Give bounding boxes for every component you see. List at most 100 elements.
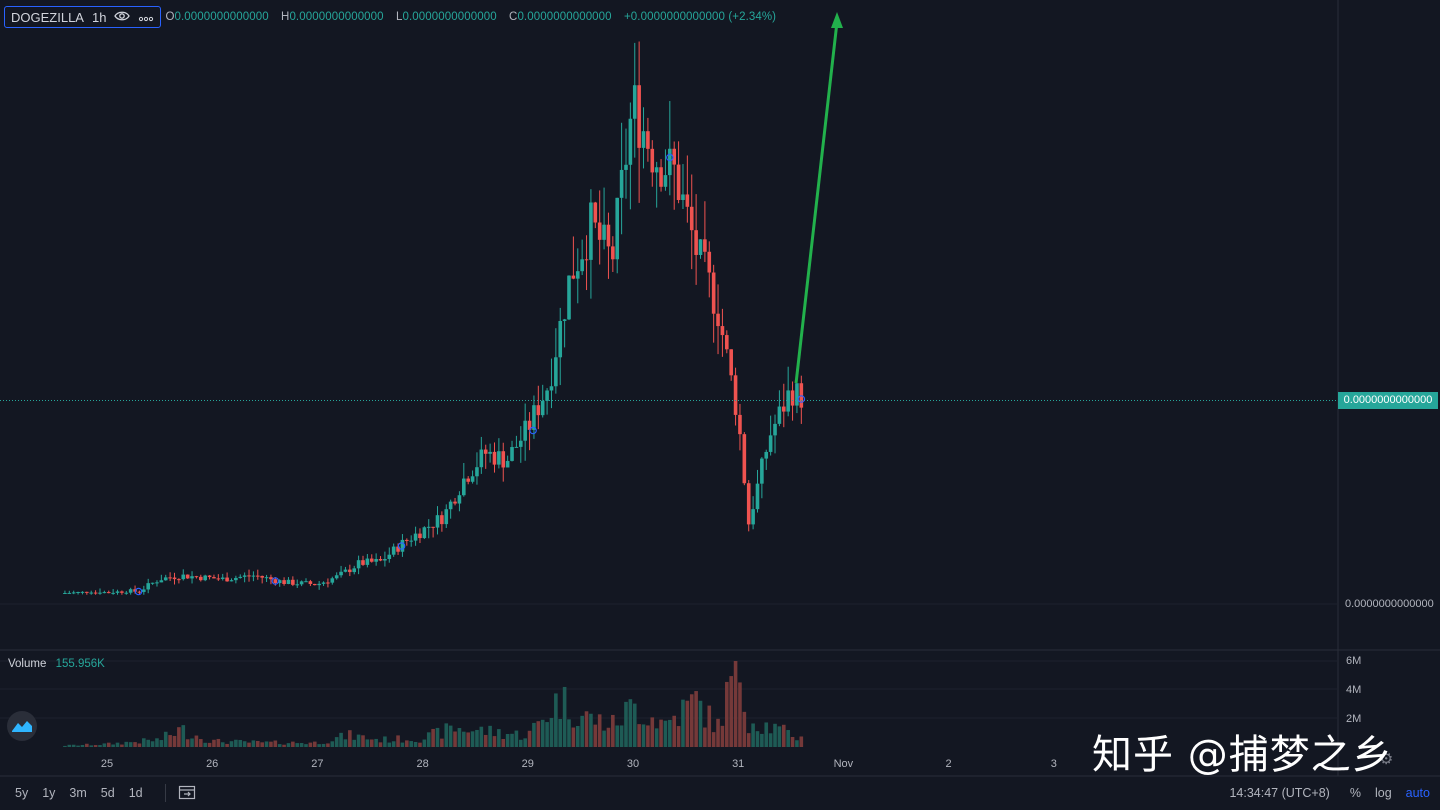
candle-body: [790, 390, 795, 406]
candle-body: [698, 239, 703, 255]
time-axis-label: 31: [732, 758, 744, 770]
volume-bar: [339, 732, 343, 747]
interval-label[interactable]: 1h: [91, 9, 107, 25]
volume-bar: [291, 741, 295, 747]
candle-body: [760, 458, 764, 484]
volume-bar: [597, 714, 602, 747]
chart-overlay: [0, 12, 1338, 596]
marker-circle: [529, 426, 537, 435]
volume-bar: [558, 718, 563, 747]
range-5y-button[interactable]: 5y: [15, 786, 29, 800]
range-1d-button[interactable]: 1d: [128, 786, 143, 800]
candle-body: [89, 592, 94, 594]
volume-bar: [163, 731, 168, 747]
candle-body: [571, 275, 576, 279]
more-dots-icon[interactable]: [138, 10, 154, 25]
candle-body: [795, 383, 799, 406]
volume-bar: [400, 742, 405, 747]
volume-bar: [269, 741, 273, 747]
candle-body: [681, 194, 685, 200]
tradingview-logo-icon[interactable]: [7, 711, 37, 741]
marker-circle: [134, 587, 143, 596]
candle-body: [387, 554, 392, 559]
last-price-tag: 0.0000000000000: [1338, 392, 1438, 409]
symbol-box[interactable]: DOGEZILLA 1h: [4, 6, 162, 28]
candle-body: [703, 239, 707, 252]
volume-bar: [199, 739, 203, 747]
volume-bar: [628, 699, 633, 747]
volume-bar: [225, 743, 229, 747]
goto-date-icon[interactable]: [178, 784, 196, 803]
volume-bar: [348, 730, 352, 747]
candle-body: [725, 335, 729, 350]
volume-bar: [716, 718, 720, 747]
candle-body: [707, 251, 712, 273]
candle-body: [501, 451, 506, 468]
volume-bar: [229, 741, 234, 747]
marker-circle: [797, 395, 806, 403]
volume-bar: [260, 742, 264, 747]
volume-bar: [685, 700, 690, 747]
candle-body: [615, 197, 620, 260]
range-1y-button[interactable]: 1y: [42, 786, 56, 800]
candle-body: [422, 527, 427, 539]
volume-bar: [277, 744, 282, 747]
auto-scale-button[interactable]: auto: [1405, 786, 1430, 800]
percent-scale-button[interactable]: %: [1349, 786, 1361, 800]
volume-bar: [777, 726, 782, 747]
volume-bar: [374, 738, 378, 747]
volume-bar: [799, 736, 804, 747]
volume-bar: [720, 725, 725, 747]
candle-body: [685, 194, 690, 207]
volume-bar: [308, 742, 313, 747]
volume-bar: [527, 730, 532, 747]
candle-body: [299, 581, 304, 585]
candle-body: [466, 478, 470, 482]
log-scale-button[interactable]: log: [1374, 786, 1392, 800]
volume-bar: [391, 741, 396, 747]
candle-body: [334, 575, 339, 579]
volume-bar: [80, 744, 85, 747]
candle-body: [229, 580, 234, 582]
candle-body: [308, 581, 313, 584]
symbol-name[interactable]: DOGEZILLA: [11, 9, 84, 25]
candle-body: [383, 558, 387, 561]
volume-bar: [321, 743, 326, 747]
volume-bar: [405, 740, 409, 747]
volume-bar: [501, 738, 506, 747]
candle-body: [689, 206, 694, 231]
candle-body: [514, 446, 519, 448]
candle-body: [418, 533, 422, 539]
settings-gear-icon[interactable]: ⚙: [1379, 751, 1394, 768]
volume-bar: [738, 682, 742, 747]
candle-body: [650, 148, 655, 173]
range-3m-button[interactable]: 3m: [69, 786, 87, 800]
candle-body: [63, 592, 67, 594]
volume-bar: [606, 727, 611, 747]
close-label: C: [509, 11, 518, 23]
candle-body: [567, 275, 571, 320]
volume-bar: [637, 724, 641, 747]
volume-bar: [102, 743, 107, 747]
candle-body: [177, 579, 181, 581]
candle-body: [632, 85, 637, 119]
candle-body: [172, 577, 177, 580]
eye-icon[interactable]: [114, 10, 131, 25]
candle-body: [365, 558, 370, 565]
clock-time[interactable]: 14:34:47 (UTC+8): [1229, 786, 1330, 800]
range-5d-button[interactable]: 5d: [100, 786, 115, 800]
candle-body: [80, 591, 85, 593]
volume-bar: [492, 736, 497, 747]
volume-bar: [115, 742, 120, 747]
volume-bar: [795, 740, 799, 747]
volume-bar: [725, 681, 729, 747]
volume-bar: [562, 686, 567, 747]
candle-body: [540, 400, 545, 416]
candle-body: [668, 148, 672, 176]
candle-body: [659, 167, 663, 187]
candle-body: [255, 575, 260, 577]
candle-body: [738, 414, 742, 435]
volume-bar: [299, 743, 304, 747]
